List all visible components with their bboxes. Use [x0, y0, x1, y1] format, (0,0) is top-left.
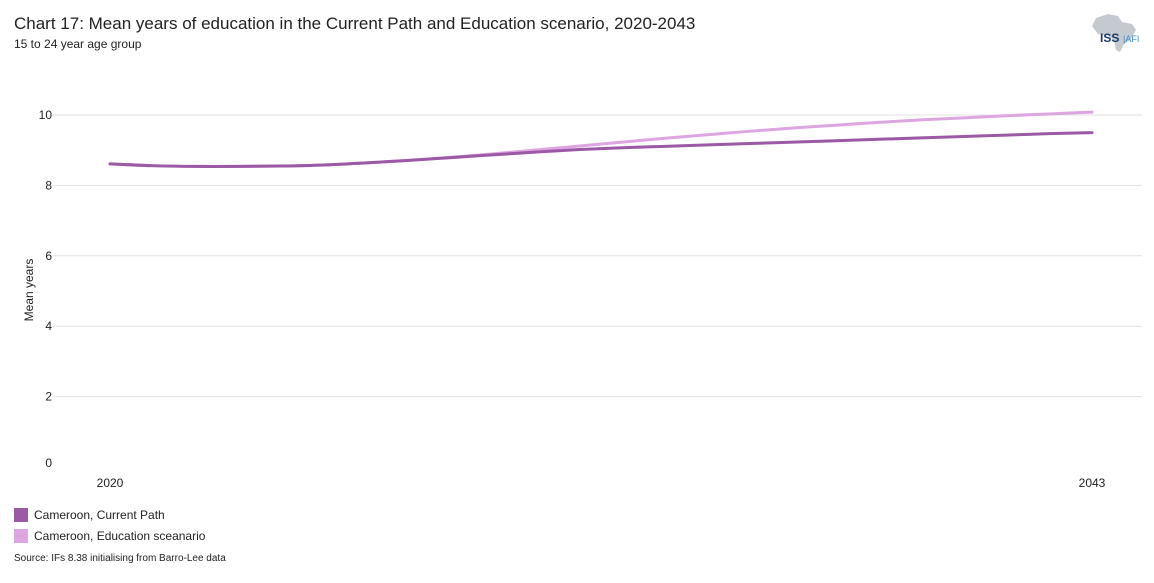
legend-item-education-scenario[interactable]: Cameroon, Education sceanario: [14, 529, 205, 543]
chart-title: Chart 17: Mean years of education in the…: [14, 14, 696, 33]
svg-text:ISS: ISS: [1100, 31, 1119, 45]
y-tick-label: 0: [45, 456, 52, 470]
series-line: [108, 110, 1094, 168]
chart-subtitle: 15 to 24 year age group: [14, 37, 142, 51]
y-tick-label: 4: [45, 319, 52, 333]
iss-afi-logo: ISS |AFI: [1088, 10, 1148, 54]
africa-map-icon: ISS |AFI: [1092, 14, 1139, 52]
y-tick-label: 6: [45, 249, 52, 263]
x-tick-label: 2043: [1079, 476, 1106, 490]
y-tick-label: 8: [45, 178, 52, 192]
legend-item-current-path[interactable]: Cameroon, Current Path: [14, 508, 165, 522]
legend-label: Cameroon, Education sceanario: [34, 529, 206, 543]
legend-swatch: [14, 529, 28, 543]
x-tick-label: 2020: [97, 476, 124, 490]
y-axis-label: Mean years: [22, 259, 36, 322]
legend-swatch: [14, 508, 28, 522]
source-note: Source: IFs 8.38 initialising from Barro…: [14, 553, 226, 564]
legend-label: Cameroon, Current Path: [34, 508, 165, 522]
series-line: [108, 131, 1094, 168]
y-tick-label: 2: [45, 390, 52, 404]
y-tick-label: 10: [39, 108, 53, 122]
svg-text:|AFI: |AFI: [1123, 34, 1139, 44]
